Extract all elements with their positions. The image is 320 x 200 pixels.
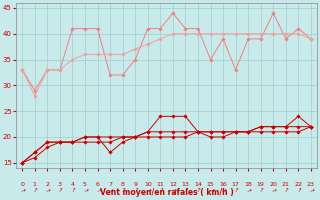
Text: ↑: ↑ [57, 187, 63, 194]
X-axis label: Vent moyen/en rafales ( km/h ): Vent moyen/en rafales ( km/h ) [100, 188, 234, 197]
Text: ↗: ↗ [220, 187, 226, 194]
Text: ↑: ↑ [32, 187, 38, 194]
Text: ↑: ↑ [132, 187, 139, 194]
Text: ↑: ↑ [182, 187, 189, 194]
Text: ↗: ↗ [19, 187, 26, 194]
Text: ↑: ↑ [157, 187, 164, 194]
Text: ↑: ↑ [119, 187, 126, 194]
Text: ↑: ↑ [258, 187, 264, 194]
Text: ↗: ↗ [107, 187, 113, 194]
Text: ↗: ↗ [145, 187, 151, 194]
Text: ↑: ↑ [295, 187, 302, 194]
Text: ↑: ↑ [69, 187, 76, 194]
Text: ↑: ↑ [195, 187, 201, 194]
Text: ↗: ↗ [207, 187, 214, 194]
Text: ↗: ↗ [82, 187, 88, 194]
Text: ↑: ↑ [232, 187, 239, 194]
Text: ↗: ↗ [270, 187, 276, 194]
Text: ↑: ↑ [283, 187, 289, 194]
Text: ↗: ↗ [245, 187, 252, 194]
Text: ↗: ↗ [44, 187, 51, 194]
Text: ↗: ↗ [94, 187, 101, 194]
Text: ↗: ↗ [170, 187, 176, 194]
Text: ↗: ↗ [308, 187, 314, 194]
